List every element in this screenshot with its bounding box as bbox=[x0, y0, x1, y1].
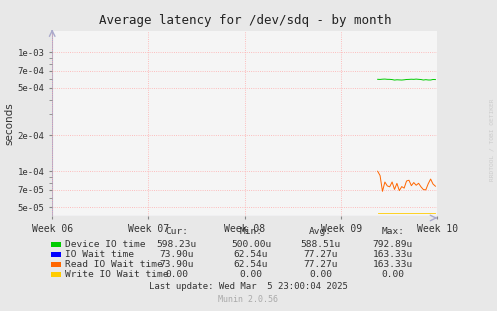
Text: RRDTOOL / TOBI OETIKER: RRDTOOL / TOBI OETIKER bbox=[490, 99, 495, 181]
Text: 0.00: 0.00 bbox=[309, 271, 332, 279]
Text: 792.89u: 792.89u bbox=[373, 240, 413, 248]
Text: 0.00: 0.00 bbox=[381, 271, 404, 279]
Text: Max:: Max: bbox=[381, 227, 404, 236]
Text: 163.33u: 163.33u bbox=[373, 260, 413, 269]
Text: 77.27u: 77.27u bbox=[303, 260, 338, 269]
Text: 73.90u: 73.90u bbox=[159, 260, 194, 269]
Text: Cur:: Cur: bbox=[165, 227, 188, 236]
Text: Last update: Wed Mar  5 23:00:04 2025: Last update: Wed Mar 5 23:00:04 2025 bbox=[149, 281, 348, 290]
Title: Average latency for /dev/sdq - by month: Average latency for /dev/sdq - by month bbox=[98, 14, 391, 27]
Text: Device IO time: Device IO time bbox=[65, 240, 146, 248]
Text: 62.54u: 62.54u bbox=[234, 250, 268, 259]
Text: 0.00: 0.00 bbox=[165, 271, 188, 279]
Text: 62.54u: 62.54u bbox=[234, 260, 268, 269]
Y-axis label: seconds: seconds bbox=[5, 102, 15, 145]
Text: Munin 2.0.56: Munin 2.0.56 bbox=[219, 295, 278, 304]
Text: Avg:: Avg: bbox=[309, 227, 332, 236]
Text: Read IO Wait time: Read IO Wait time bbox=[65, 260, 163, 269]
Text: 163.33u: 163.33u bbox=[373, 250, 413, 259]
Text: 588.51u: 588.51u bbox=[301, 240, 340, 248]
Text: IO Wait time: IO Wait time bbox=[65, 250, 134, 259]
Text: 500.00u: 500.00u bbox=[231, 240, 271, 248]
Text: 0.00: 0.00 bbox=[240, 271, 262, 279]
Text: 73.90u: 73.90u bbox=[159, 250, 194, 259]
Text: 598.23u: 598.23u bbox=[157, 240, 196, 248]
Text: Write IO Wait time: Write IO Wait time bbox=[65, 271, 168, 279]
Text: Min:: Min: bbox=[240, 227, 262, 236]
Text: 77.27u: 77.27u bbox=[303, 250, 338, 259]
